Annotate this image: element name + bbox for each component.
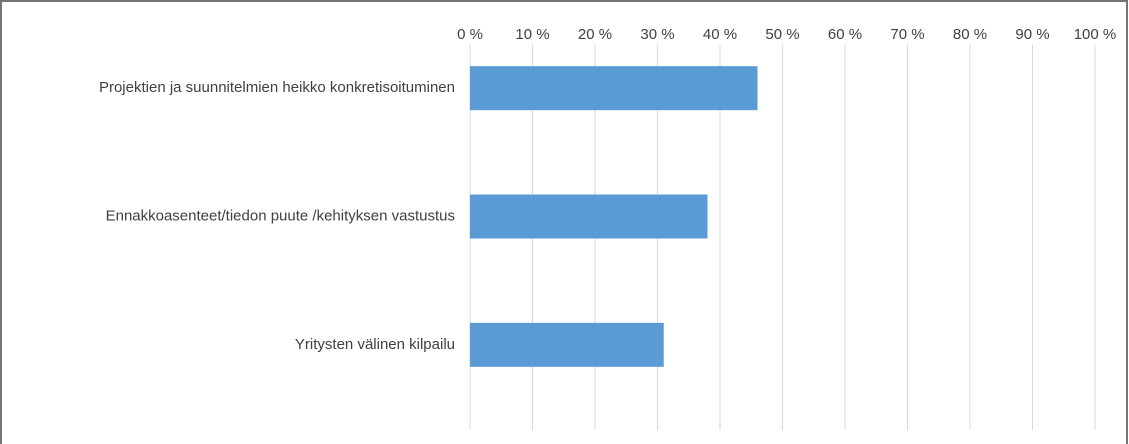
y-tick-label: Yritysten välinen kilpailu [295,336,455,353]
y-tick-label: Projektien ja suunnitelmien heikko konkr… [99,79,455,96]
bar [470,66,758,111]
bar [470,194,708,239]
x-tick-label: 30 % [640,26,674,43]
x-tick-label: 40 % [703,26,737,43]
x-tick-label: 0 % [457,26,483,43]
x-tick-label: 90 % [1015,26,1049,43]
x-tick-label: 100 % [1074,26,1117,43]
x-tick-label: 10 % [515,26,549,43]
x-tick-label: 20 % [578,26,612,43]
x-tick-label: 50 % [765,26,799,43]
bar [470,322,664,367]
x-tick-label: 60 % [828,26,862,43]
x-tick-label: 80 % [953,26,987,43]
x-tick-label: 70 % [890,26,924,43]
y-tick-label: Ennakkoasenteet/tiedon puute /kehityksen… [106,207,455,224]
